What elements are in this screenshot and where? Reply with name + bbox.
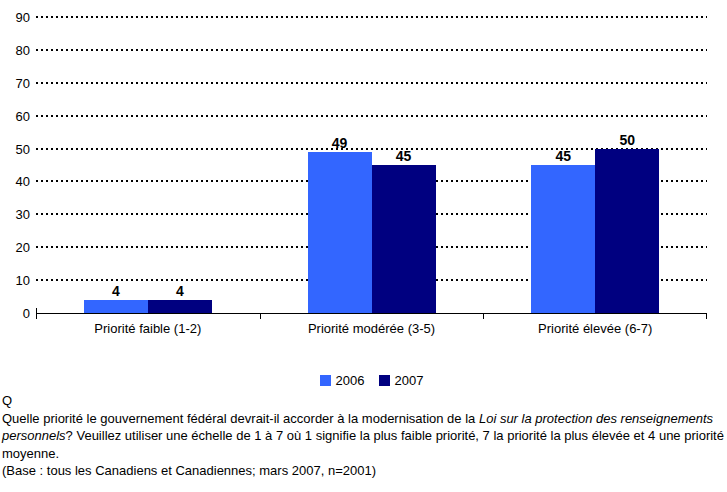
y-tick-label: 0 [0,306,30,321]
priority-bar-chart: 0102030405060708090 4449454550 Priorité … [0,0,727,392]
bar-group: 4550 [483,17,707,313]
y-tick-label: 60 [0,109,30,124]
y-axis-labels: 0 10 20 30 40 50 60 70 80 90 [0,0,30,392]
bar-2007: 50 [595,149,659,313]
bar-2006: 49 [308,152,372,313]
legend-swatch-icon [379,375,390,386]
x-axis-tick [36,313,37,319]
x-axis-tick [260,313,261,319]
question-segment: Quelle priorité le gouvernement fédéral … [2,411,479,426]
base-note: (Base : tous les Canadiens et Canadienne… [2,462,725,480]
value-label: 49 [332,135,348,151]
bar-2007: 45 [372,165,436,313]
bar-group: 4945 [260,17,484,313]
legend-label: 2006 [336,373,365,388]
legend-item-2006: 2006 [320,373,365,388]
category-label: Priorité faible (1-2) [36,321,260,336]
x-axis-tick [706,313,707,319]
x-axis-tick [483,313,484,319]
y-tick-label: 40 [0,174,30,189]
y-tick-label: 10 [0,273,30,288]
bar-2006: 4 [84,300,148,313]
x-axis-category-labels: Priorité faible (1-2)Priorité modérée (3… [36,321,707,336]
value-label: 4 [112,283,120,299]
y-tick-label: 80 [0,43,30,58]
question-text: Quelle priorité le gouvernement fédéral … [2,410,725,463]
bar-groups: 4449454550 [36,17,707,313]
y-tick-label: 50 [0,142,30,157]
value-label: 45 [396,148,412,164]
legend-swatch-icon [320,375,331,386]
value-label: 50 [619,132,635,148]
value-label: 45 [555,148,571,164]
y-tick-label: 90 [0,10,30,25]
category-label: Priorité élevée (6-7) [483,321,707,336]
question-label: Q [2,392,725,410]
value-label: 4 [176,283,184,299]
chart-caption: Q Quelle priorité le gouvernement fédéra… [2,392,725,480]
y-tick-label: 20 [0,240,30,255]
plot-area: 4449454550 [36,17,707,314]
question-segment: ? Veuillez utiliser une échelle de 1 à 7… [2,428,724,461]
bar-2007: 4 [148,300,212,313]
bar-2006: 45 [531,165,595,313]
y-tick-label: 30 [0,207,30,222]
report-page: 0102030405060708090 4449454550 Priorité … [0,0,727,492]
legend-label: 2007 [395,373,424,388]
y-axis-stub [36,308,37,313]
y-tick-label: 70 [0,76,30,91]
chart-legend: 2006 2007 [36,373,707,388]
bar-group: 44 [36,17,260,313]
legend-item-2007: 2007 [379,373,424,388]
category-label: Priorité modérée (3-5) [260,321,484,336]
